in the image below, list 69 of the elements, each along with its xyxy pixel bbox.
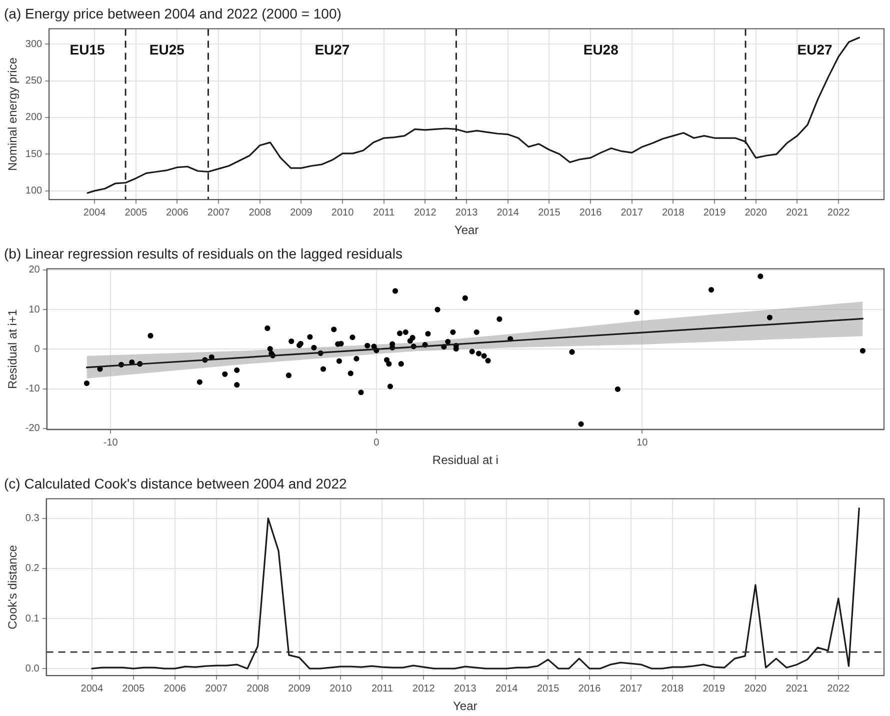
x-tick-label: 2017 bbox=[620, 207, 644, 218]
x-tick-label: 2004 bbox=[83, 207, 106, 218]
x-tick-label: 2022 bbox=[827, 683, 850, 694]
y-tick-label: 300 bbox=[25, 38, 43, 50]
x-tick-label: 2018 bbox=[662, 207, 685, 218]
x-tick-label: 0 bbox=[374, 437, 380, 448]
y-tick-label: -20 bbox=[25, 423, 40, 434]
x-tick-label: 2010 bbox=[330, 683, 352, 694]
x-tick-label: 2010 bbox=[331, 207, 354, 218]
x-tick-label: 2019 bbox=[703, 207, 726, 218]
chart-title: (c) Calculated Cook's distance between 2004 and 2022 bbox=[4, 475, 347, 492]
x-axis-title: Residual at i bbox=[432, 453, 498, 468]
annotation: EU27 bbox=[314, 42, 350, 58]
x-axis-title: Year bbox=[454, 223, 479, 238]
x-tick-label: 2013 bbox=[455, 207, 478, 218]
x-tick-label: -10 bbox=[103, 437, 118, 448]
y-tick-label: 0.0 bbox=[25, 663, 40, 674]
y-axis-title: Nominal energy price bbox=[6, 57, 20, 171]
x-tick-label: 2018 bbox=[661, 683, 684, 694]
x-tick-label: 2016 bbox=[578, 683, 602, 694]
y-tick-label: -10 bbox=[25, 384, 40, 395]
x-tick-label: 2019 bbox=[702, 683, 726, 694]
y-tick-label: 0.1 bbox=[25, 613, 40, 624]
x-tick-label: 2007 bbox=[205, 683, 228, 694]
x-tick-label: 2004 bbox=[80, 683, 104, 694]
annotation: EU25 bbox=[149, 42, 185, 58]
x-tick-label: 2020 bbox=[744, 207, 768, 218]
x-tick-label: 2009 bbox=[288, 683, 311, 694]
x-tick-label: 2008 bbox=[246, 683, 270, 694]
x-tick-label: 2007 bbox=[207, 207, 230, 218]
x-tick-label: 2021 bbox=[786, 207, 809, 218]
x-tick-label: 2011 bbox=[371, 683, 394, 694]
x-tick-label: 2021 bbox=[786, 683, 808, 694]
annotation: EU27 bbox=[797, 42, 832, 58]
x-tick-label: 10 bbox=[636, 437, 648, 448]
x-tick-label: 2015 bbox=[536, 683, 560, 694]
x-tick-label: 2006 bbox=[164, 683, 186, 694]
x-tick-label: 2008 bbox=[248, 207, 272, 218]
annotation: EU15 bbox=[70, 42, 106, 58]
chart-title: (a) Energy price between 2004 and 2022 (2000 = 100) bbox=[4, 5, 342, 22]
x-tick-label: 2022 bbox=[827, 207, 850, 218]
y-tick-label: 20 bbox=[28, 264, 40, 276]
x-tick-label: 2017 bbox=[620, 683, 643, 694]
x-tick-label: 2015 bbox=[538, 207, 561, 218]
x-tick-label: 2014 bbox=[496, 207, 520, 218]
y-tick-label: 150 bbox=[25, 148, 43, 160]
y-axis-title: Residual at i+1 bbox=[6, 309, 20, 390]
y-tick-label: 250 bbox=[25, 76, 43, 87]
chart-title: (b) Linear regression results of residuals on the lagged residuals bbox=[4, 245, 402, 262]
x-tick-label: 2020 bbox=[744, 683, 767, 694]
x-tick-label: 2012 bbox=[412, 683, 436, 694]
x-tick-label: 2011 bbox=[373, 207, 396, 218]
x-tick-label: 2006 bbox=[166, 207, 189, 218]
y-tick-label: 200 bbox=[25, 112, 43, 124]
y-tick-label: 0.3 bbox=[25, 513, 40, 524]
y-axis-title: Cook's distance bbox=[6, 544, 20, 630]
y-tick-label: 0.2 bbox=[25, 563, 40, 574]
x-tick-label: 2009 bbox=[290, 207, 313, 218]
x-tick-label: 2016 bbox=[579, 207, 602, 218]
annotation: EU28 bbox=[583, 42, 619, 58]
x-tick-label: 2014 bbox=[495, 683, 518, 694]
x-axis-title: Year bbox=[453, 699, 478, 714]
x-tick-label: 2005 bbox=[124, 207, 148, 218]
x-tick-label: 2005 bbox=[122, 683, 145, 694]
y-tick-label: 10 bbox=[28, 304, 40, 316]
y-tick-label: 100 bbox=[25, 186, 43, 197]
x-tick-label: 2013 bbox=[454, 683, 477, 694]
x-tick-label: 2012 bbox=[414, 207, 437, 218]
y-tick-label: 0 bbox=[34, 344, 40, 355]
